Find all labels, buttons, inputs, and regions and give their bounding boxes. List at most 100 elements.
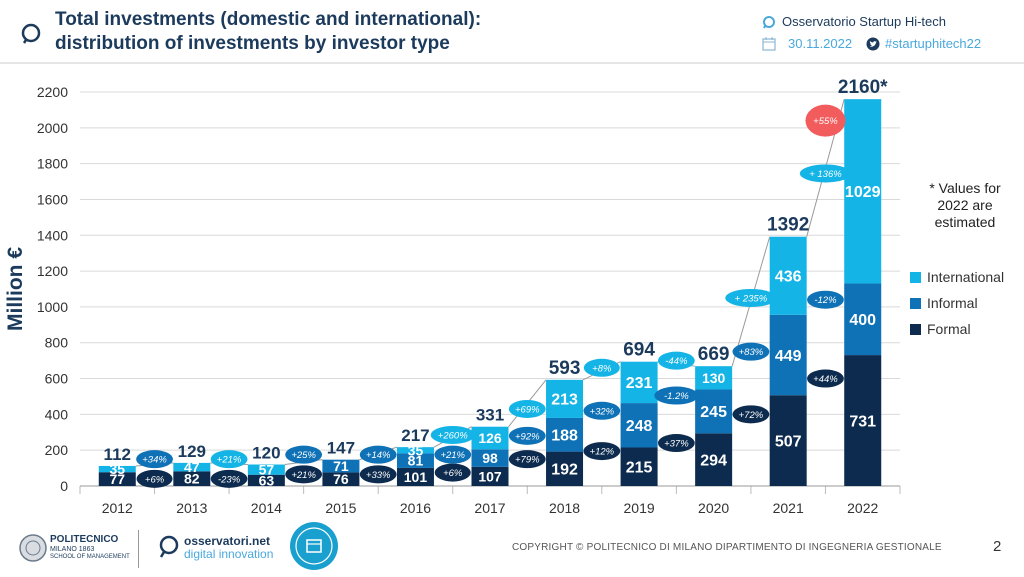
bar-value-label: 35 [109, 461, 125, 477]
twitter-icon [866, 37, 880, 56]
growth-label: +21% [440, 450, 465, 461]
y-tick-label: 800 [45, 335, 69, 351]
poli-school: SCHOOL OF MANAGEMENT [50, 554, 130, 560]
growth-bubble [210, 469, 248, 488]
politecnico-logo: POLITECNICO MILANO 1863 SCHOOL OF MANAGE… [18, 531, 130, 565]
growth-bubble [359, 465, 397, 484]
x-tick-label: 2020 [698, 500, 729, 516]
growth-bubble [799, 164, 852, 183]
bar-total-label: 120 [252, 444, 280, 463]
bar-informal [396, 453, 434, 468]
bar-formal [471, 466, 509, 486]
bar-value-label: 731 [849, 413, 876, 430]
growth-bubble [285, 465, 323, 484]
bar-value-label: 188 [551, 428, 578, 445]
osservatori-name: osservatori.net [184, 534, 271, 548]
bar-informal [471, 449, 509, 467]
growth-label: +21% [291, 470, 316, 481]
bar-value-label: 436 [775, 269, 802, 286]
y-tick-label: 1800 [37, 156, 68, 172]
legend-swatch-international [910, 272, 921, 283]
y-tick-label: 400 [45, 406, 69, 422]
observatory-name: Osservatorio Startup Hi-tech [782, 14, 947, 29]
header-divider [0, 62, 1024, 64]
growth-label: +14% [366, 450, 391, 461]
growth-bubble [136, 450, 173, 469]
bar-formal [844, 355, 882, 486]
y-tick-label: 0 [60, 478, 68, 494]
bar-total-label: 112 [104, 445, 131, 464]
y-tick-label: 1600 [37, 191, 68, 207]
y-tick-label: 2200 [37, 84, 68, 100]
growth-bubble [359, 445, 397, 464]
growth-label: -1.2% [664, 391, 689, 402]
bar-informal [620, 403, 658, 448]
bar-value-label: 98 [482, 450, 498, 466]
bar-value-label: 213 [551, 392, 578, 409]
growth-label: +6% [443, 468, 463, 479]
bar-value-label: 245 [700, 404, 727, 421]
bar-value-label: 63 [259, 472, 275, 488]
bar-formal [173, 471, 211, 486]
estimate-note: * Values for 2022 are estimated [929, 180, 1001, 230]
growth-bubble [210, 450, 248, 469]
growth-bubble [725, 288, 777, 307]
growth-bubble [583, 442, 621, 461]
growth-label: +37% [664, 439, 689, 450]
copyright-text: COPYRIGHT © POLITECNICO DI MILANO DIPART… [512, 542, 942, 553]
osservatori-sub: digital innovation [184, 547, 274, 561]
legend-swatch-informal [910, 298, 921, 309]
hashtag-link[interactable]: #startuphitech22 [885, 36, 982, 51]
bar-value-label: 77 [109, 471, 125, 487]
growth-bubble [805, 104, 846, 137]
bar-international [695, 366, 733, 390]
growth-bubble [732, 405, 770, 424]
growth-label: +260% [438, 430, 468, 441]
growth-bubble [434, 463, 471, 482]
x-tick-label: 2016 [400, 500, 431, 516]
growth-bubble [434, 445, 472, 464]
observatory-logo-icon [20, 22, 42, 49]
bar-international [98, 465, 136, 473]
legend-informal: Informal [910, 295, 978, 311]
x-tick-label: 2021 [773, 500, 804, 516]
growth-bubble [807, 369, 844, 388]
bar-value-label: 107 [478, 468, 502, 484]
bar-value-label: 1029 [845, 184, 881, 201]
growth-bubble [583, 401, 621, 420]
bar-total-label: 147 [327, 439, 355, 458]
growth-label: +44% [813, 374, 838, 385]
growth-label: +33% [366, 470, 391, 481]
bar-value-label: 35 [408, 442, 424, 458]
y-tick-label: 2000 [37, 120, 68, 136]
growth-bubble [508, 426, 546, 445]
growth-bubble [508, 450, 546, 469]
bar-informal [322, 459, 360, 473]
growth-label: +79% [515, 455, 540, 466]
bar-total-label: 694 [623, 340, 655, 361]
bar-informal [844, 283, 882, 356]
x-tick-label: 2012 [102, 500, 133, 516]
growth-label: +32% [590, 406, 615, 417]
bar-informal [695, 389, 733, 434]
x-tick-label: 2017 [474, 500, 505, 516]
investment-chart: 0 200 400 600 800 1000 1200 1400 1600 1800 2000 220… [4, 77, 901, 516]
bar-informal [546, 417, 584, 452]
bar-total-label: 1392 [767, 215, 809, 236]
bar-international [471, 426, 509, 450]
bar-total-label: 217 [401, 426, 429, 445]
page-number: 2 [993, 538, 1002, 555]
footer-divider [138, 530, 139, 568]
growth-bubble [136, 469, 173, 488]
bar-total-label: 2160* [838, 77, 888, 98]
x-tick-label: 2015 [325, 500, 356, 516]
bar-value-label: 126 [478, 430, 502, 446]
bar-formal [98, 472, 136, 486]
bar-formal [620, 447, 658, 486]
growth-bubble [654, 386, 699, 405]
bar-value-label: 76 [333, 471, 349, 487]
bar-total-label: 129 [178, 442, 206, 461]
bar-formal [247, 474, 285, 486]
growth-bubble [508, 399, 546, 418]
growth-bubble [807, 290, 844, 309]
